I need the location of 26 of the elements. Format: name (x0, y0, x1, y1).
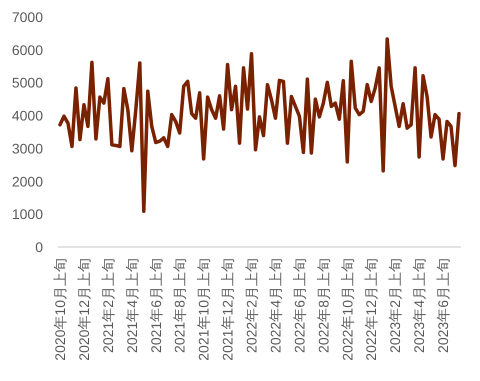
y-tick-label: 1000 (12, 206, 44, 222)
y-tick-label: 5000 (12, 74, 44, 91)
x-tick-label: 2021年2月上旬 (100, 258, 116, 353)
x-tick-label: 2021年12月上旬 (220, 258, 236, 361)
x-tick-label: 2021年8月上旬 (172, 258, 188, 353)
x-tick-label: 2021年10月上旬 (196, 258, 212, 361)
y-tick-label: 7000 (12, 9, 44, 25)
y-tick-label: 0 (35, 239, 44, 255)
x-tick-label: 2022年2月上旬 (244, 258, 260, 353)
line-series (58, 37, 461, 213)
x-tick-label: 2023年4月上旬 (411, 258, 428, 353)
x-tick-label: 2021年6月上旬 (148, 258, 164, 353)
x-tick-label: 2020年12月上旬 (76, 258, 92, 361)
x-tick-label: 2022年8月上旬 (315, 258, 332, 353)
x-tick-label: 2022年4月上旬 (267, 258, 284, 353)
y-tick-label: 3000 (12, 140, 44, 156)
x-tick-label: 2022年6月上旬 (291, 258, 308, 353)
x-tick-label: 2022年10月上旬 (339, 258, 356, 361)
y-tick-label: 4000 (12, 108, 44, 124)
y-tick-label: 2000 (12, 173, 44, 190)
x-tick-label: 2022年12月上旬 (363, 258, 380, 361)
x-tick-label: 2020年10月上旬 (52, 258, 68, 361)
y-tick-label: 6000 (12, 42, 44, 58)
x-tick-label: 2021年4月上旬 (124, 258, 140, 353)
x-tick-label: 2023年6月上旬 (435, 258, 452, 353)
x-tick-label: 2023年2月上旬 (387, 258, 404, 353)
